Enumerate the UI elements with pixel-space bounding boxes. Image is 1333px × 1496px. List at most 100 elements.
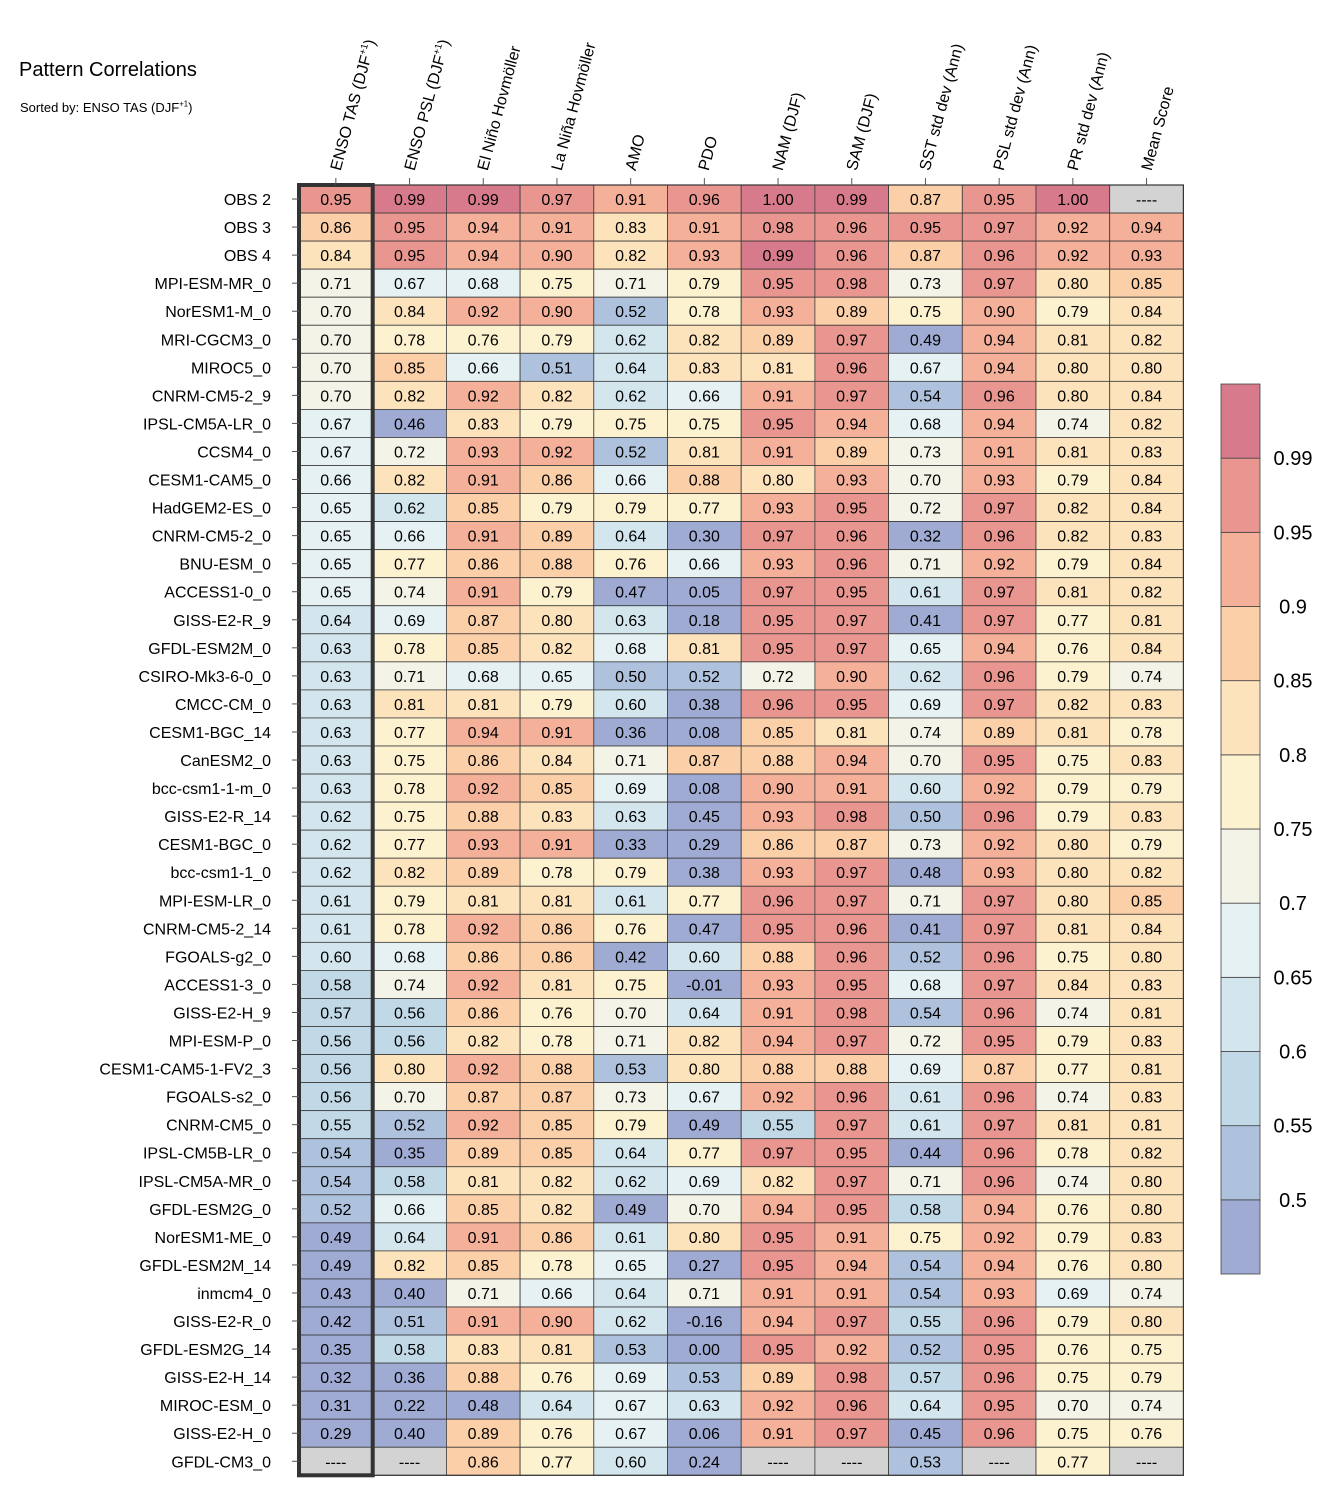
- cell-value-label: 0.96: [984, 1005, 1015, 1022]
- heatmap-cell: [445, 1110, 521, 1140]
- subtitle-superscript: +1: [179, 99, 189, 109]
- cell-value-label: 0.60: [689, 949, 720, 966]
- heatmap-cell: [961, 1278, 1037, 1308]
- cell-value-label: 0.92: [468, 781, 499, 798]
- cell-value-label: 0.85: [1131, 276, 1162, 293]
- heatmap-cell: [667, 885, 742, 915]
- heatmap-cell: [593, 1138, 668, 1168]
- cell-value-label: 0.75: [541, 276, 572, 293]
- cell-value-label: 0.78: [1057, 1146, 1088, 1163]
- cell-value-label: 0.94: [836, 753, 867, 770]
- row-label: IPSL-CM5B-LR_0: [143, 1146, 271, 1163]
- row-label: CNRM-CM5-2_14: [143, 921, 271, 938]
- cell-value-label: 0.77: [394, 837, 425, 854]
- cell-value-label: 0.80: [394, 1062, 425, 1079]
- cell-value-label: 0.87: [984, 1062, 1015, 1079]
- heatmap-cell: [888, 296, 963, 326]
- heatmap-cell: [298, 493, 374, 522]
- heatmap-cell: [740, 324, 816, 354]
- cell-value-label: 0.86: [468, 949, 499, 966]
- cell-value-label: 0.88: [762, 949, 793, 966]
- cell-value-label: 0.54: [910, 1286, 941, 1303]
- heatmap-cell: [519, 970, 595, 999]
- cell-value-label: 0.96: [984, 529, 1015, 546]
- cell-value-label: 0.63: [320, 781, 351, 798]
- heatmap-cell: [961, 605, 1037, 635]
- cell-value-label: 0.69: [1057, 1286, 1088, 1303]
- heatmap-cell: [888, 1082, 963, 1112]
- cell-value-label: 0.89: [836, 304, 867, 321]
- heatmap-cell: [593, 998, 668, 1027]
- cell-value-label: 0.78: [541, 1034, 572, 1051]
- cell-value-label: 0.55: [320, 1118, 351, 1135]
- cell-value-label: 0.96: [984, 1090, 1015, 1107]
- cell-value-label: 0.57: [320, 1005, 351, 1022]
- heatmap-cell: [298, 465, 374, 494]
- cell-value-label: 0.79: [615, 1118, 646, 1135]
- heatmap-cell: [1109, 829, 1184, 859]
- cell-value-label: 0.71: [468, 1286, 499, 1303]
- cell-value-label: 0.63: [320, 725, 351, 742]
- cell-value-label: 0.67: [615, 1426, 646, 1443]
- subtitle-text: Sorted by: ENSO TAS (DJF: [20, 100, 180, 115]
- heatmap-cell: [519, 1278, 595, 1308]
- cell-value-label: 0.76: [615, 557, 646, 574]
- cell-value-label: 0.87: [910, 192, 941, 209]
- heatmap-cell: [298, 885, 374, 915]
- heatmap-cell: [445, 1194, 521, 1224]
- cell-value-label: 0.64: [689, 1005, 720, 1022]
- heatmap-cell: [298, 437, 374, 466]
- heatmap-cell: [740, 857, 816, 887]
- cell-value-label: 0.94: [836, 416, 867, 433]
- heatmap-cell: [298, 521, 374, 551]
- cell-value-label: 0.05: [689, 585, 720, 602]
- heatmap-cell: [814, 941, 890, 971]
- heatmap-cell: [814, 437, 890, 466]
- cell-value-label: 0.33: [615, 837, 646, 854]
- heatmap-cell: [1109, 633, 1184, 663]
- heatmap-cell: [372, 212, 447, 242]
- heatmap-cell: [519, 941, 595, 971]
- cell-value-label: 0.80: [689, 1062, 720, 1079]
- colorbar-swatch: [1220, 828, 1261, 904]
- heatmap-cell: [372, 1166, 447, 1196]
- row-label: GFDL-ESM2M_14: [139, 1258, 271, 1275]
- heatmap-cell: [814, 885, 890, 915]
- cell-value-label: 0.75: [1057, 1370, 1088, 1387]
- cell-value-label: 0.75: [1057, 1426, 1088, 1443]
- cell-value-label: 0.67: [320, 444, 351, 461]
- cell-value-label: 0.75: [1057, 753, 1088, 770]
- cell-value-label: 0.76: [468, 332, 499, 349]
- heatmap-cell: [445, 1138, 521, 1168]
- heatmap-cell: [593, 941, 668, 971]
- cell-value-label: 0.81: [836, 725, 867, 742]
- row-label: OBS 4: [224, 248, 271, 265]
- colorbar-tick-label: 0.8: [1279, 745, 1307, 767]
- cell-value-label: 0.90: [836, 669, 867, 686]
- cell-value-label: 0.53: [689, 1370, 720, 1387]
- heatmap-cell: [667, 717, 742, 747]
- heatmap-cell: [667, 1306, 742, 1336]
- cell-value-label: 0.83: [1131, 1230, 1162, 1247]
- heatmap-cell: [740, 801, 816, 831]
- heatmap-cell: [519, 549, 595, 579]
- cell-value-label: 0.86: [541, 1230, 572, 1247]
- heatmap-cell: [1109, 1446, 1184, 1476]
- cell-value-label: 0.96: [984, 949, 1015, 966]
- colorbar-tick-label: 0.85: [1274, 671, 1313, 693]
- row-label: CESM1-BGC_0: [158, 837, 271, 854]
- heatmap-cell: [445, 1250, 521, 1280]
- cell-value-label: 0.95: [836, 697, 867, 714]
- cell-value-label: 0.75: [910, 304, 941, 321]
- cell-value-label: 0.89: [984, 725, 1015, 742]
- heatmap-cell: [814, 689, 890, 719]
- cell-value-label: 0.82: [689, 332, 720, 349]
- cell-value-label: 0.81: [1131, 613, 1162, 630]
- heatmap-cell: [1109, 521, 1184, 551]
- cell-value-label: 0.91: [541, 220, 572, 237]
- cell-value-label: 0.93: [762, 557, 793, 574]
- heatmap-cell: [519, 605, 595, 635]
- cell-value-label: 0.90: [541, 248, 572, 265]
- cell-value-label: 0.88: [541, 557, 572, 574]
- heatmap-cell: [298, 1082, 374, 1112]
